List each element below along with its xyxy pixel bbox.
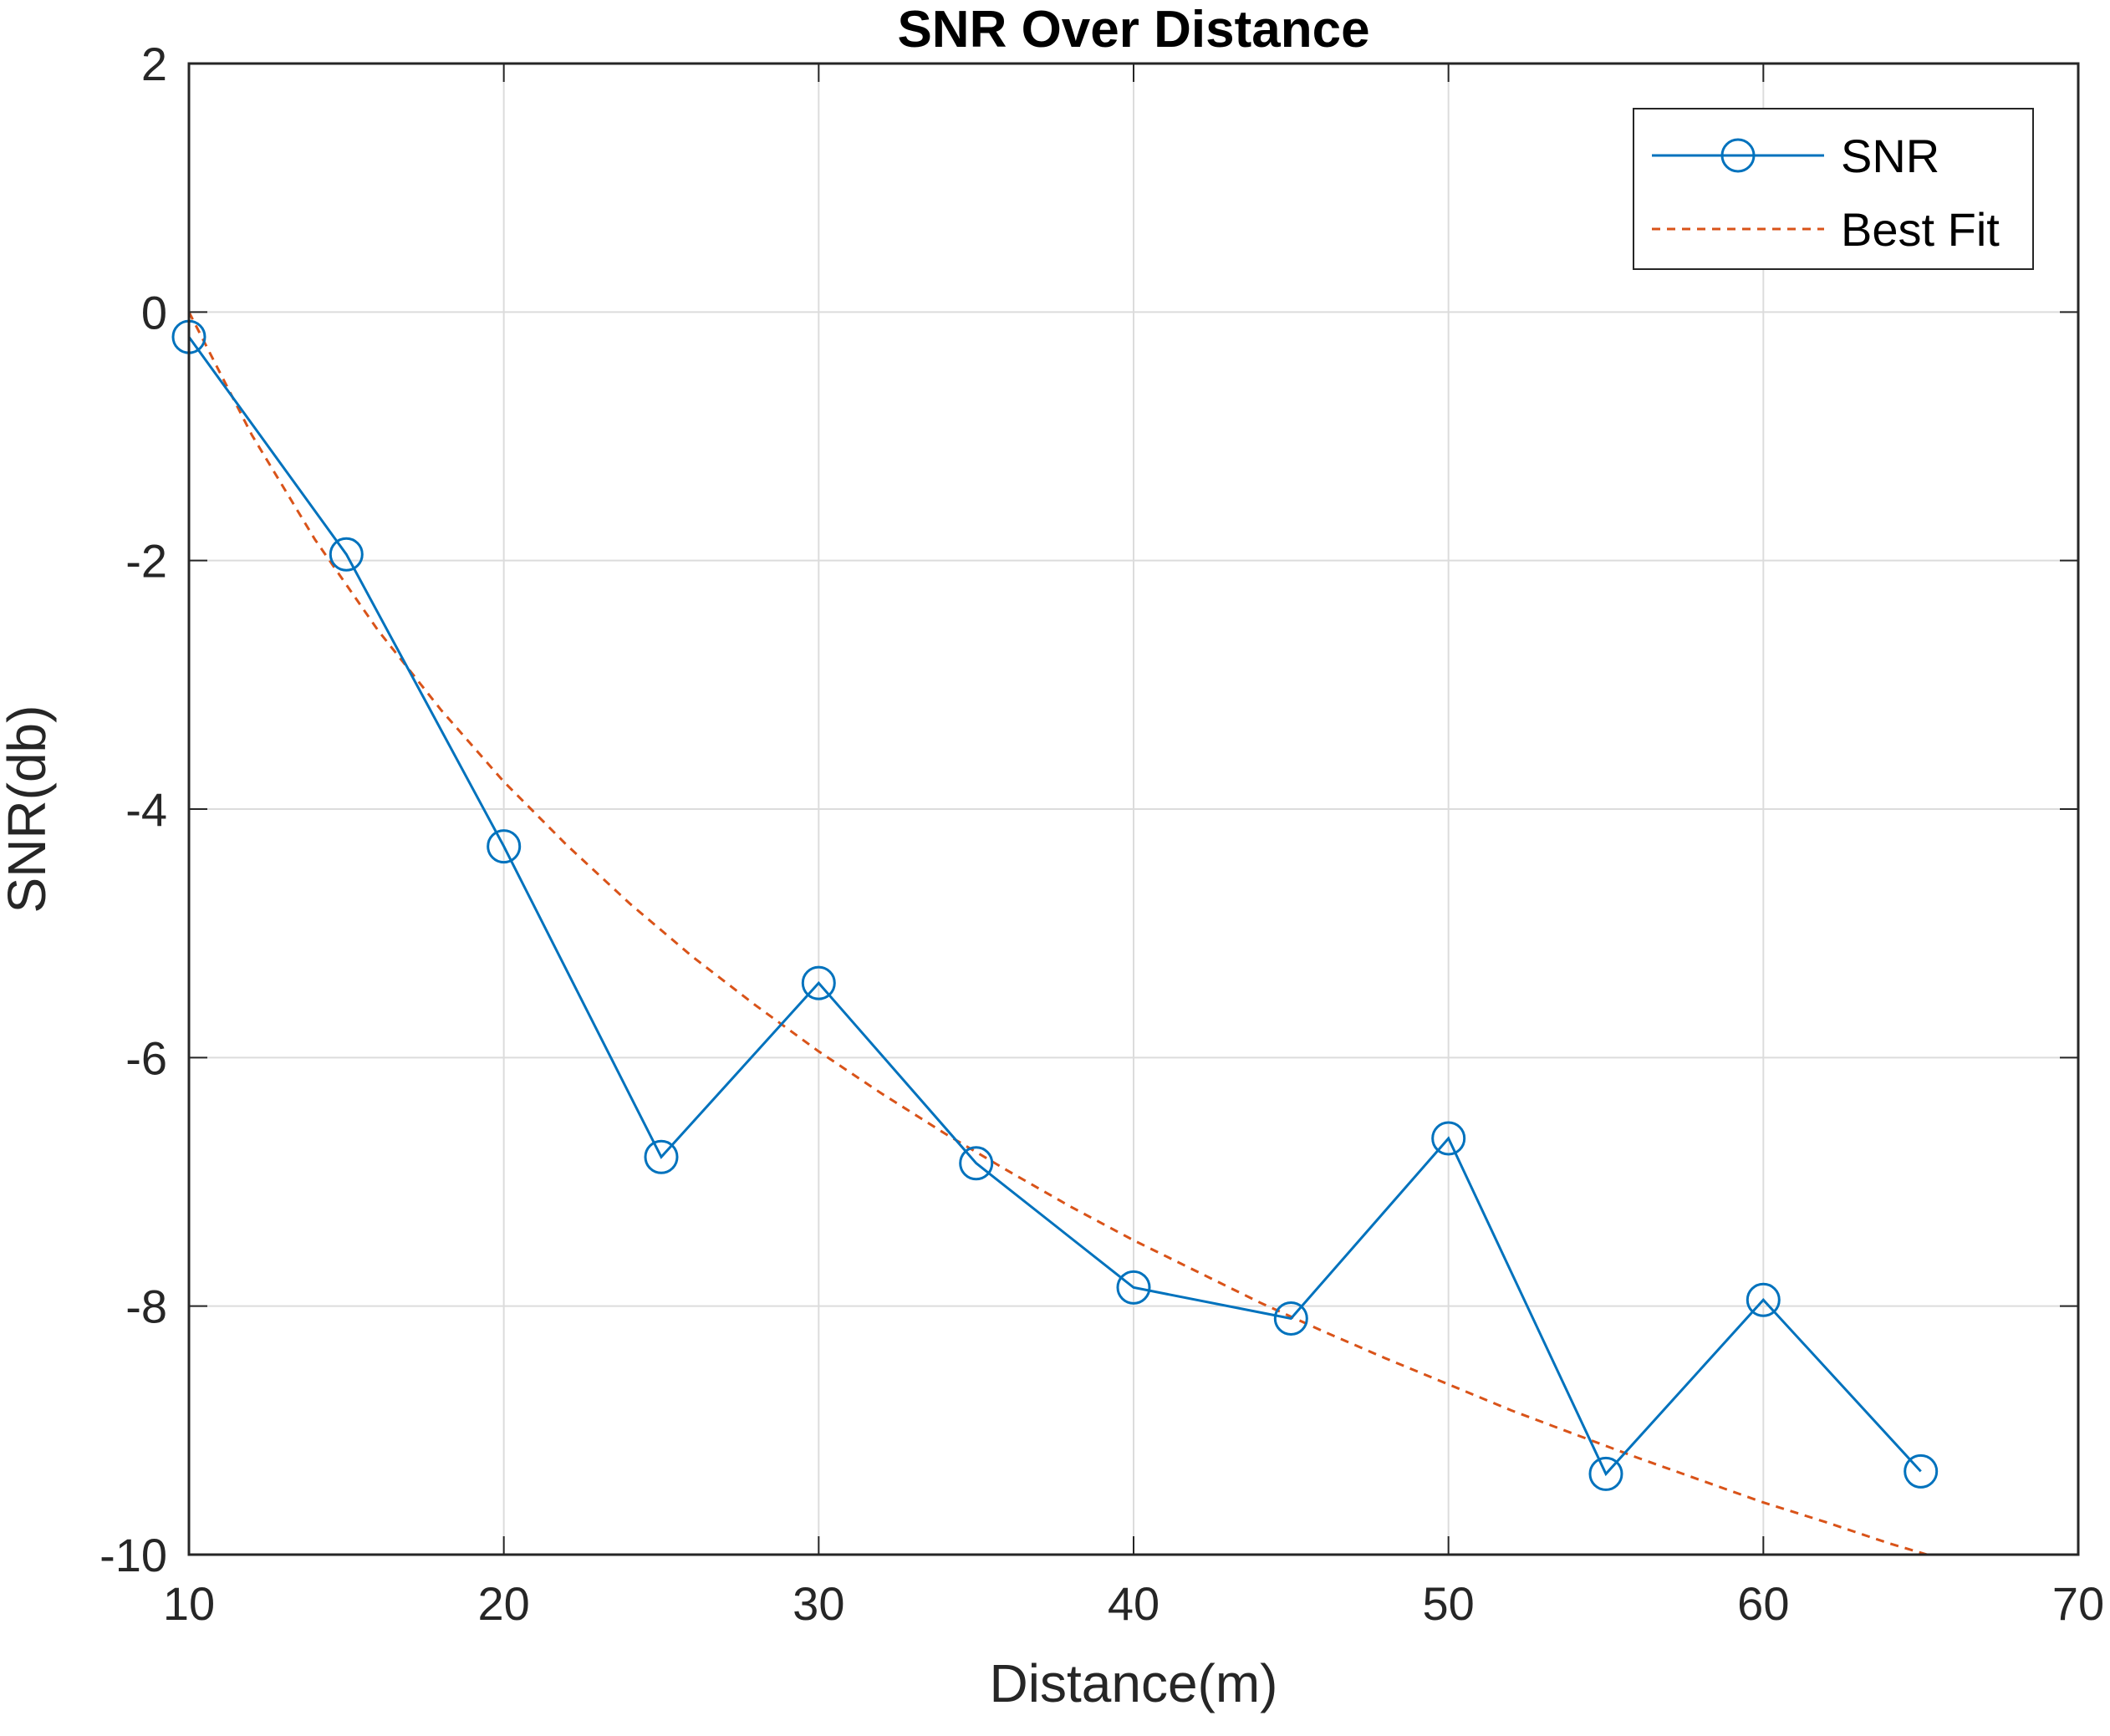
snr-point	[329, 537, 364, 572]
snr-point	[1904, 1453, 1939, 1489]
x-tick-label: 70	[2052, 1577, 2104, 1630]
y-tick-label: -8	[125, 1280, 167, 1333]
legend-snr-label: SNR	[1841, 130, 1939, 182]
y-tick-label: 0	[141, 286, 167, 339]
legend: SNR Best Fit	[1633, 108, 2034, 270]
snr-point	[1588, 1456, 1623, 1491]
x-tick-label: 20	[478, 1577, 530, 1630]
legend-box	[1633, 108, 2034, 270]
x-tick-label: 60	[1737, 1577, 1789, 1630]
snr-point	[959, 1146, 994, 1181]
snr-point	[801, 965, 836, 1000]
x-tick-label: 30	[793, 1577, 844, 1630]
y-axis-label: SNR(db)	[0, 705, 57, 914]
best-fit-line	[189, 311, 1932, 1555]
chart-title: SNR Over Distance	[897, 1, 1369, 59]
y-tick-label: -4	[125, 783, 167, 836]
grid	[189, 64, 2078, 1555]
legend-bestfit-label: Best Fit	[1841, 203, 2000, 256]
snr-point	[1746, 1282, 1781, 1317]
snr-point	[1116, 1270, 1151, 1305]
snr-line	[187, 336, 1922, 1477]
x-axis-label: Distance(m)	[990, 1653, 1278, 1713]
snr-point	[1431, 1121, 1466, 1156]
y-tick-label: 2	[141, 38, 167, 90]
best-fit-series	[189, 311, 1932, 1555]
x-tick-label: 40	[1108, 1577, 1159, 1630]
x-tick-label: 50	[1423, 1577, 1475, 1630]
legend-snr-marker	[1720, 138, 1756, 173]
snr-point	[487, 829, 522, 864]
y-tick-label: -6	[125, 1031, 167, 1084]
snr-point	[644, 1139, 679, 1174]
y-tick-label: -2	[125, 535, 167, 588]
snr-series	[171, 319, 1939, 1491]
x-tick-label: 10	[163, 1577, 215, 1630]
y-tick-label: -10	[99, 1529, 167, 1581]
snr-point	[1273, 1301, 1308, 1336]
